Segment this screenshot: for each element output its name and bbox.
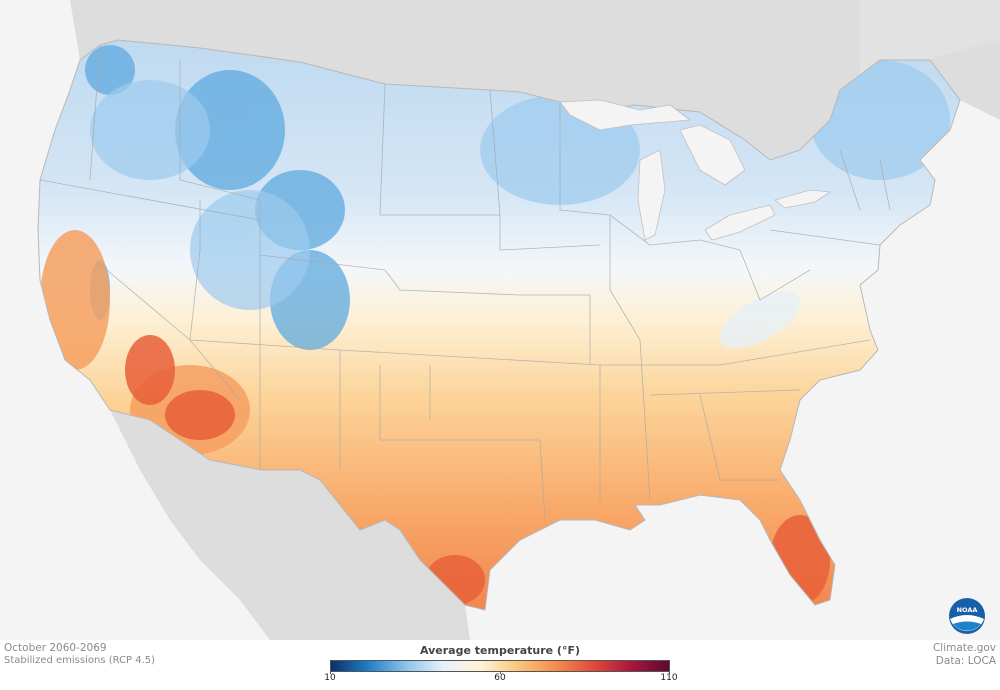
legend-tickmark	[500, 671, 501, 674]
legend-title: Average temperature (°F)	[420, 644, 580, 657]
scenario-label: Stabilized emissions (RCP 4.5)	[4, 655, 156, 666]
state-borders	[39, 44, 891, 521]
us-temperature-field	[38, 40, 960, 610]
legend-tick-mid: 60	[494, 673, 506, 683]
surrounding-land	[0, 0, 1000, 640]
legend-tickmark	[330, 671, 331, 674]
legend-tick-max: 110	[660, 673, 678, 683]
legend-tick-min: 10	[324, 673, 336, 683]
svg-text:NOAA: NOAA	[957, 606, 978, 614]
period-label: October 2060-2069	[4, 642, 107, 654]
credit-label: Climate.gov	[932, 642, 996, 654]
source-label: Data: LOCA	[935, 655, 996, 667]
temperature-map	[0, 0, 1000, 640]
great-lakes	[559, 99, 832, 241]
noaa-logo: NOAA	[949, 598, 985, 634]
legend-tickmark	[669, 671, 670, 674]
footer: October 2060-2069 Stabilized emissions (…	[0, 640, 1000, 690]
